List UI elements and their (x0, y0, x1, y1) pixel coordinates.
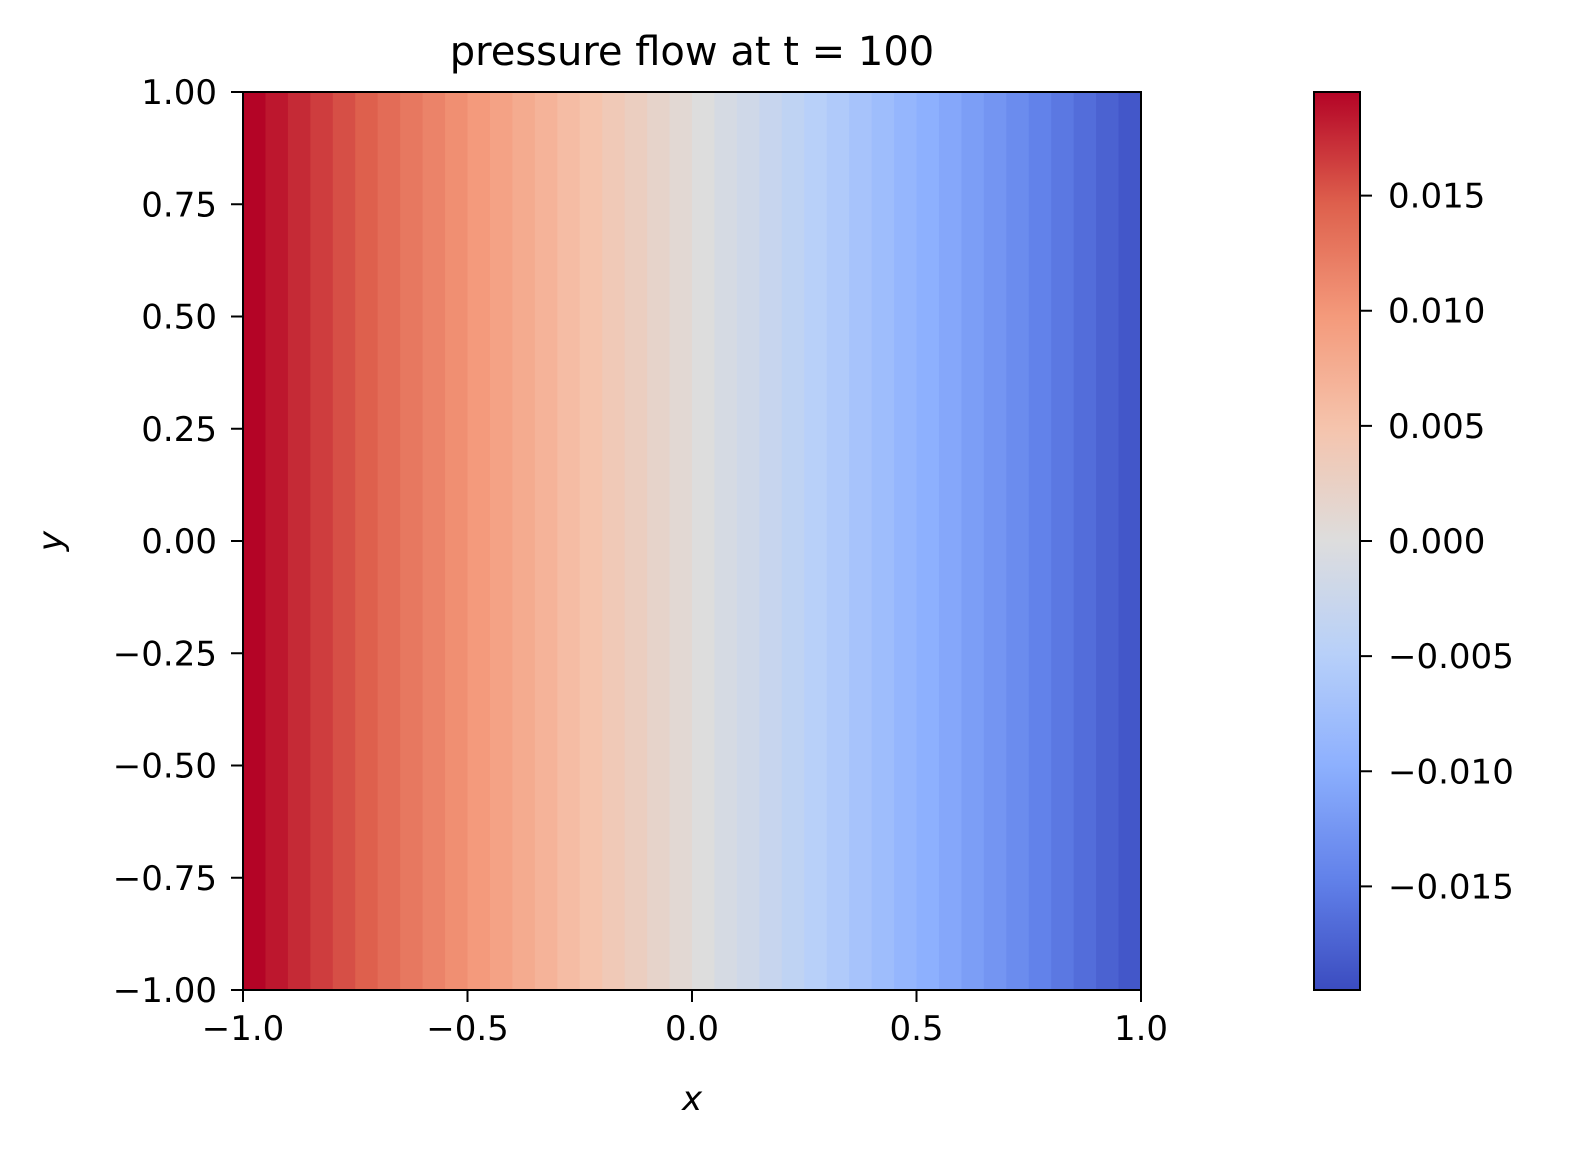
colorbar-tick-label: −0.015 (1388, 867, 1514, 907)
heatmap-cell (400, 92, 424, 990)
heatmap-cell (445, 92, 469, 990)
heatmap-cell (1028, 92, 1052, 990)
colorbar-tick-label: 0.010 (1388, 292, 1485, 332)
heatmap-cell (624, 92, 648, 990)
colorbar-tick-label: 0.005 (1388, 407, 1485, 447)
heatmap-cell (894, 92, 918, 990)
heatmap-cell (422, 92, 446, 990)
heatmap-cell (602, 92, 626, 990)
heatmap-cell (377, 92, 401, 990)
x-tick-label: 0.5 (889, 1009, 943, 1049)
heatmap-cell (1073, 92, 1097, 990)
heatmap-cell (826, 92, 850, 990)
heatmap-cell (1051, 92, 1075, 990)
y-axis-label: y (31, 530, 71, 552)
x-tick-label: −0.5 (426, 1009, 509, 1049)
heatmap-cell (355, 92, 379, 990)
y-axis-ticks: −1.00 −0.75 −0.50 −0.25 0.00 0.25 0.50 0.75 1.00 (113, 73, 243, 1011)
heatmap-cell (512, 92, 536, 990)
heatmap-cell (781, 92, 805, 990)
heatmap-cell (557, 92, 581, 990)
x-tick-label: −1.0 (202, 1009, 285, 1049)
colorbar (1313, 91, 1361, 991)
heatmap-cell (669, 92, 693, 990)
heatmap-cell (647, 92, 671, 990)
heatmap-cell (332, 92, 356, 990)
heatmap-cell (467, 92, 491, 990)
x-tick-label: 1.0 (1114, 1009, 1168, 1049)
colorbar-tick-label: −0.010 (1388, 752, 1514, 792)
colorbar-ticks: −0.015 −0.010 −0.005 0.000 0.005 0.010 0.015 (1360, 177, 1514, 907)
heatmap-cell (243, 92, 267, 990)
heatmap-cell (265, 92, 289, 990)
heatmap-cell (287, 92, 311, 990)
heatmap-cell (1006, 92, 1030, 990)
heatmap-cell (534, 92, 558, 990)
heatmap-cell (759, 92, 783, 990)
chart-title: pressure flow at t = 100 (450, 29, 934, 75)
heatmap-cell (1096, 92, 1120, 990)
y-tick-label: 1.00 (141, 73, 217, 113)
heatmap-cell (1118, 92, 1142, 990)
y-tick-label: 0.75 (141, 185, 217, 225)
y-tick-label: −0.25 (113, 634, 217, 674)
heatmap-cell (692, 92, 716, 990)
colorbar-tick-label: 0.015 (1388, 177, 1485, 217)
y-tick-label: 0.00 (141, 522, 217, 562)
heatmap-cell (916, 92, 940, 990)
heatmap-cell (983, 92, 1007, 990)
heatmap-field (243, 92, 1142, 990)
heatmap-cell (804, 92, 828, 990)
heatmap-cell (714, 92, 738, 990)
y-tick-label: −0.75 (113, 859, 217, 899)
heatmap-cell (489, 92, 513, 990)
x-tick-label: 0.0 (665, 1009, 719, 1049)
y-tick-label: 0.50 (141, 298, 217, 338)
x-axis-label: x (681, 1079, 703, 1119)
x-axis-ticks: −1.0 −0.5 0.0 0.5 1.0 (202, 990, 1168, 1049)
heatmap-cell (871, 92, 895, 990)
heatmap-cell (961, 92, 985, 990)
y-tick-label: −0.50 (113, 747, 217, 787)
colorbar-tick-label: −0.005 (1388, 637, 1514, 677)
y-tick-label: 0.25 (141, 410, 217, 450)
heatmap-cell (579, 92, 603, 990)
heatmap-cell (938, 92, 962, 990)
heatmap-cell (310, 92, 334, 990)
heatmap-cell (736, 92, 760, 990)
heatmap-cell (849, 92, 873, 990)
colorbar-tick-label: 0.000 (1388, 522, 1485, 562)
y-tick-label: −1.00 (113, 971, 217, 1011)
